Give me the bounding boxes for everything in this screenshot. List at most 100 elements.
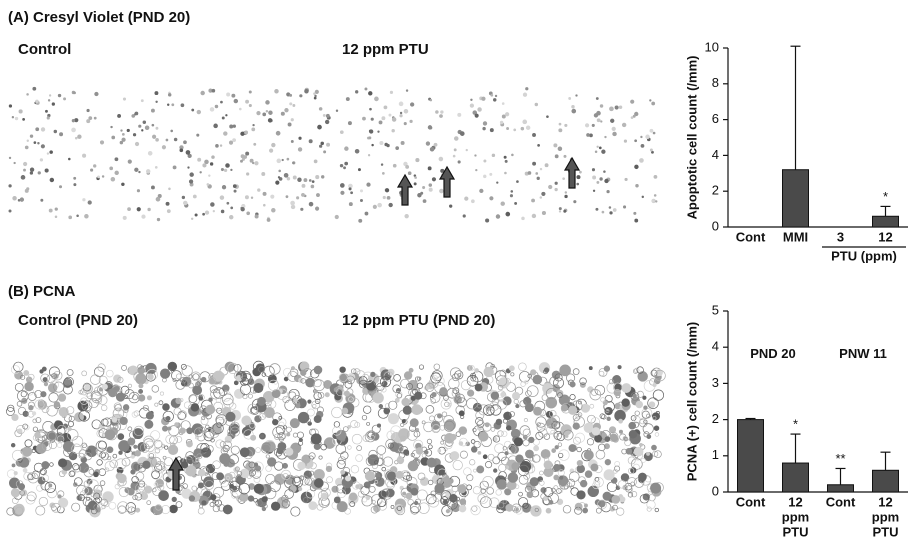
cell [34, 399, 45, 410]
cell [233, 98, 239, 104]
cell [554, 445, 559, 450]
cell [627, 492, 634, 498]
cell [479, 480, 489, 490]
cell [345, 97, 350, 102]
cell [505, 112, 510, 117]
cell [494, 94, 498, 98]
cell [314, 94, 317, 98]
significance: ** [835, 451, 845, 466]
cell [179, 427, 186, 434]
cell [336, 459, 346, 469]
cell [78, 390, 83, 395]
cell [380, 489, 390, 498]
cell [472, 110, 478, 115]
cell [32, 418, 38, 424]
cell [650, 369, 658, 377]
cell [290, 506, 301, 517]
cell [135, 471, 145, 481]
cell [127, 159, 132, 164]
cell [502, 396, 512, 406]
cell [63, 97, 67, 101]
cell [204, 210, 210, 215]
cell [564, 194, 568, 199]
cell [26, 187, 30, 191]
cell [154, 166, 158, 169]
cell [553, 143, 558, 148]
cell [454, 370, 464, 380]
cell [208, 397, 213, 403]
cell [534, 507, 539, 513]
bar [737, 419, 764, 493]
cell [348, 202, 353, 207]
cell [576, 459, 583, 467]
cell [604, 458, 612, 466]
cell [430, 372, 442, 384]
cell [53, 129, 58, 134]
cell [409, 418, 419, 428]
cell [239, 447, 250, 458]
cell [68, 215, 73, 220]
cell [480, 488, 486, 494]
cell [492, 456, 501, 465]
cell [368, 91, 373, 96]
cell [223, 168, 228, 173]
cell [501, 430, 508, 437]
cell [382, 456, 394, 467]
cell [601, 149, 606, 154]
cell [418, 364, 425, 370]
cell [614, 460, 621, 467]
cell [102, 491, 114, 503]
cell [483, 404, 495, 416]
cell [509, 194, 514, 198]
cell [114, 404, 122, 412]
cell [269, 148, 274, 153]
cell [292, 432, 298, 438]
cell [144, 485, 153, 494]
cell [277, 432, 286, 441]
cell [400, 487, 411, 498]
cell [297, 411, 310, 424]
cell [368, 449, 378, 460]
cell [489, 196, 494, 201]
cell [94, 366, 105, 377]
cell [40, 144, 45, 149]
cell [131, 411, 138, 418]
cell [548, 184, 553, 190]
cell [576, 464, 586, 474]
cell [368, 136, 372, 140]
cell [225, 114, 228, 117]
cell [493, 468, 498, 473]
cell [53, 401, 61, 408]
cell [289, 93, 293, 97]
cell [553, 377, 564, 389]
cell [35, 99, 39, 104]
cell [154, 91, 159, 96]
cell [630, 481, 635, 486]
cell [394, 397, 400, 403]
cell [540, 487, 547, 494]
cell [571, 108, 577, 114]
cell [372, 204, 377, 209]
cell [299, 475, 305, 481]
cell [611, 495, 621, 504]
cell [100, 498, 109, 507]
cell [550, 429, 555, 435]
cell [257, 188, 261, 192]
image-label: 12 ppm PTU (PND 20) [342, 312, 495, 329]
cell [198, 426, 205, 433]
cell [244, 130, 249, 135]
cell [522, 434, 528, 440]
cell [503, 155, 507, 159]
cell [430, 490, 437, 497]
cell [220, 100, 223, 104]
cell [531, 198, 535, 203]
cell [422, 186, 426, 190]
cell [190, 403, 200, 412]
cell [251, 127, 256, 132]
cell [526, 385, 539, 397]
cell [117, 473, 127, 484]
cell [18, 109, 23, 114]
cell [108, 501, 117, 510]
cell [548, 499, 554, 505]
cell [248, 90, 252, 94]
